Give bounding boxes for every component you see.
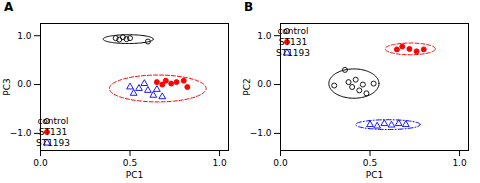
html-text:B: B xyxy=(244,0,254,14)
svg-text:0.5: 0.5 xyxy=(363,158,377,168)
svg-text:0.0: 0.0 xyxy=(273,158,288,168)
svg-text:PC3: PC3 xyxy=(2,78,12,95)
svg-text:1.0: 1.0 xyxy=(17,31,32,41)
svg-text:PC1: PC1 xyxy=(366,170,383,180)
svg-text:control: control xyxy=(37,116,68,126)
svg-text:0.5: 0.5 xyxy=(123,158,137,168)
svg-text:1.0: 1.0 xyxy=(257,31,272,41)
svg-text:PC1: PC1 xyxy=(126,170,143,180)
svg-text:0.0: 0.0 xyxy=(257,79,272,89)
svg-text:0.0: 0.0 xyxy=(33,158,48,168)
svg-text:PC2: PC2 xyxy=(242,78,252,95)
svg-text:0.0: 0.0 xyxy=(17,79,32,89)
svg-text:ST131: ST131 xyxy=(39,127,67,137)
svg-text:1.0: 1.0 xyxy=(452,158,467,168)
svg-text:ST131: ST131 xyxy=(279,37,307,47)
svg-text:ST1193: ST1193 xyxy=(276,48,310,58)
svg-text:control: control xyxy=(277,26,308,36)
html-text:A: A xyxy=(4,0,14,14)
svg-text:−1.0: −1.0 xyxy=(10,128,32,138)
svg-text:1.0: 1.0 xyxy=(212,158,227,168)
svg-text:−1.0: −1.0 xyxy=(250,128,272,138)
svg-text:ST1193: ST1193 xyxy=(36,138,70,148)
